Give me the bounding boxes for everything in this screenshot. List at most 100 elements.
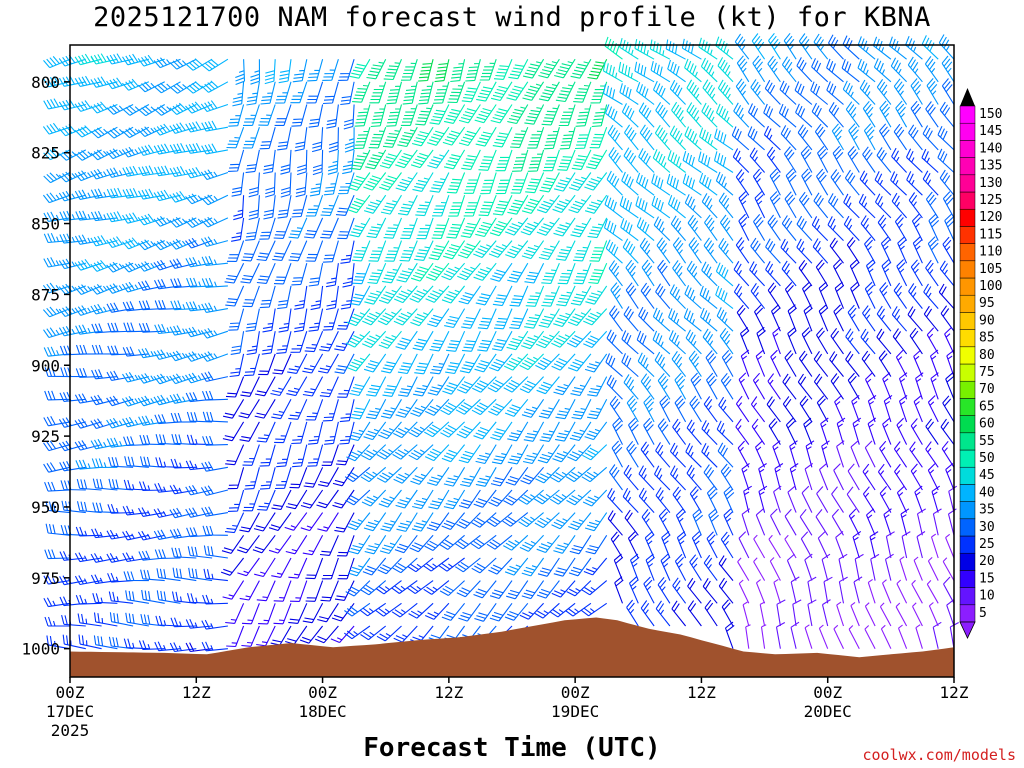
wind-barb xyxy=(640,441,655,468)
wind-barb xyxy=(232,81,245,107)
wind-barb xyxy=(304,217,324,239)
wind-barb xyxy=(859,79,876,105)
wind-barb xyxy=(321,557,339,580)
wind-barb xyxy=(669,80,686,105)
wind-barb xyxy=(692,508,704,536)
wind-barb xyxy=(718,192,734,219)
wind-barb xyxy=(91,369,118,380)
wind-barb xyxy=(412,489,434,510)
wind-barb xyxy=(523,421,545,442)
wind-barb xyxy=(229,353,245,378)
wind-barb xyxy=(221,534,245,554)
colorbar-swatch xyxy=(959,294,976,313)
wind-barb xyxy=(307,59,324,82)
wind-barb xyxy=(864,440,876,468)
wind-barb xyxy=(609,464,623,491)
wind-barb xyxy=(155,615,181,627)
colorbar-swatch xyxy=(959,587,976,606)
wind-barb xyxy=(382,376,402,397)
wind-barb xyxy=(834,394,845,423)
wind-barb xyxy=(242,444,260,466)
wind-barb xyxy=(765,238,781,264)
wind-barb xyxy=(312,149,324,176)
wind-barb xyxy=(519,353,544,371)
wind-barb xyxy=(504,602,529,621)
wind-barb xyxy=(348,535,371,555)
wind-barb xyxy=(185,392,213,403)
wind-barb xyxy=(605,353,623,378)
wind-barb xyxy=(316,489,339,509)
wind-barb xyxy=(896,259,908,287)
wind-barb xyxy=(340,81,355,106)
wind-barb xyxy=(928,213,940,241)
wind-barb xyxy=(669,125,686,151)
wind-barb xyxy=(754,304,766,332)
wind-barb xyxy=(938,34,955,60)
wind-barb xyxy=(927,463,939,491)
wind-barb xyxy=(58,54,86,67)
wind-barb xyxy=(910,463,923,491)
wind-barb xyxy=(122,372,150,383)
credit-link[interactable]: coolwx.com/models xyxy=(862,746,1016,764)
wind-barb xyxy=(755,579,766,604)
wind-barb xyxy=(461,330,481,352)
wind-barb xyxy=(534,512,560,529)
wind-barb xyxy=(319,330,339,352)
wind-barb xyxy=(645,553,655,581)
wind-barb xyxy=(271,399,292,420)
wind-barb xyxy=(91,323,118,334)
wind-barb xyxy=(786,553,797,581)
wind-barb xyxy=(716,420,734,445)
wind-barb xyxy=(758,463,767,491)
wind-barb xyxy=(377,557,402,575)
colorbar-label: 5 xyxy=(979,606,987,621)
wind-barb xyxy=(852,530,862,559)
wind-barb xyxy=(200,169,229,181)
wind-barb xyxy=(723,508,734,536)
wind-barb xyxy=(603,218,623,242)
wind-barb xyxy=(536,580,560,599)
wind-barb xyxy=(109,612,134,627)
wind-barb xyxy=(923,283,939,309)
wind-barb xyxy=(239,512,260,533)
wind-barb xyxy=(885,531,895,559)
wind-barb xyxy=(60,480,86,491)
wind-barb xyxy=(185,101,213,114)
wind-barb xyxy=(478,194,497,217)
wind-barb xyxy=(941,78,955,105)
wind-barb xyxy=(641,509,655,536)
wind-barb xyxy=(879,602,892,627)
wind-barb xyxy=(534,489,560,505)
wind-barb xyxy=(138,550,165,561)
wind-barb xyxy=(609,395,623,423)
wind-barb xyxy=(774,463,784,491)
wind-barb xyxy=(323,172,339,196)
wind-barb xyxy=(542,149,560,172)
wind-barb xyxy=(480,172,497,195)
wind-barb xyxy=(535,353,560,371)
wind-barb xyxy=(921,148,939,173)
colorbar-swatch xyxy=(959,312,976,330)
wind-barb xyxy=(74,189,102,200)
wind-barb xyxy=(60,524,86,536)
wind-barb xyxy=(519,602,544,620)
wind-barb xyxy=(185,193,213,205)
wind-barb xyxy=(802,281,813,309)
wind-barb xyxy=(880,236,892,264)
wind-barb xyxy=(865,258,876,287)
wind-barb xyxy=(701,442,718,468)
wind-barb xyxy=(893,78,908,105)
wind-barb xyxy=(750,282,766,309)
wind-barb xyxy=(655,487,671,513)
wind-barb xyxy=(139,456,165,468)
colorbar-label: 90 xyxy=(979,313,995,328)
wind-barb xyxy=(602,61,623,83)
wind-barb xyxy=(929,349,939,377)
wind-barb xyxy=(511,149,529,172)
colorbar-swatch xyxy=(959,432,976,451)
wind-barb xyxy=(58,417,86,428)
colorbar-label: 75 xyxy=(979,365,995,380)
wind-barb xyxy=(359,602,387,617)
wind-barb xyxy=(153,373,181,385)
wind-barb xyxy=(566,489,592,506)
